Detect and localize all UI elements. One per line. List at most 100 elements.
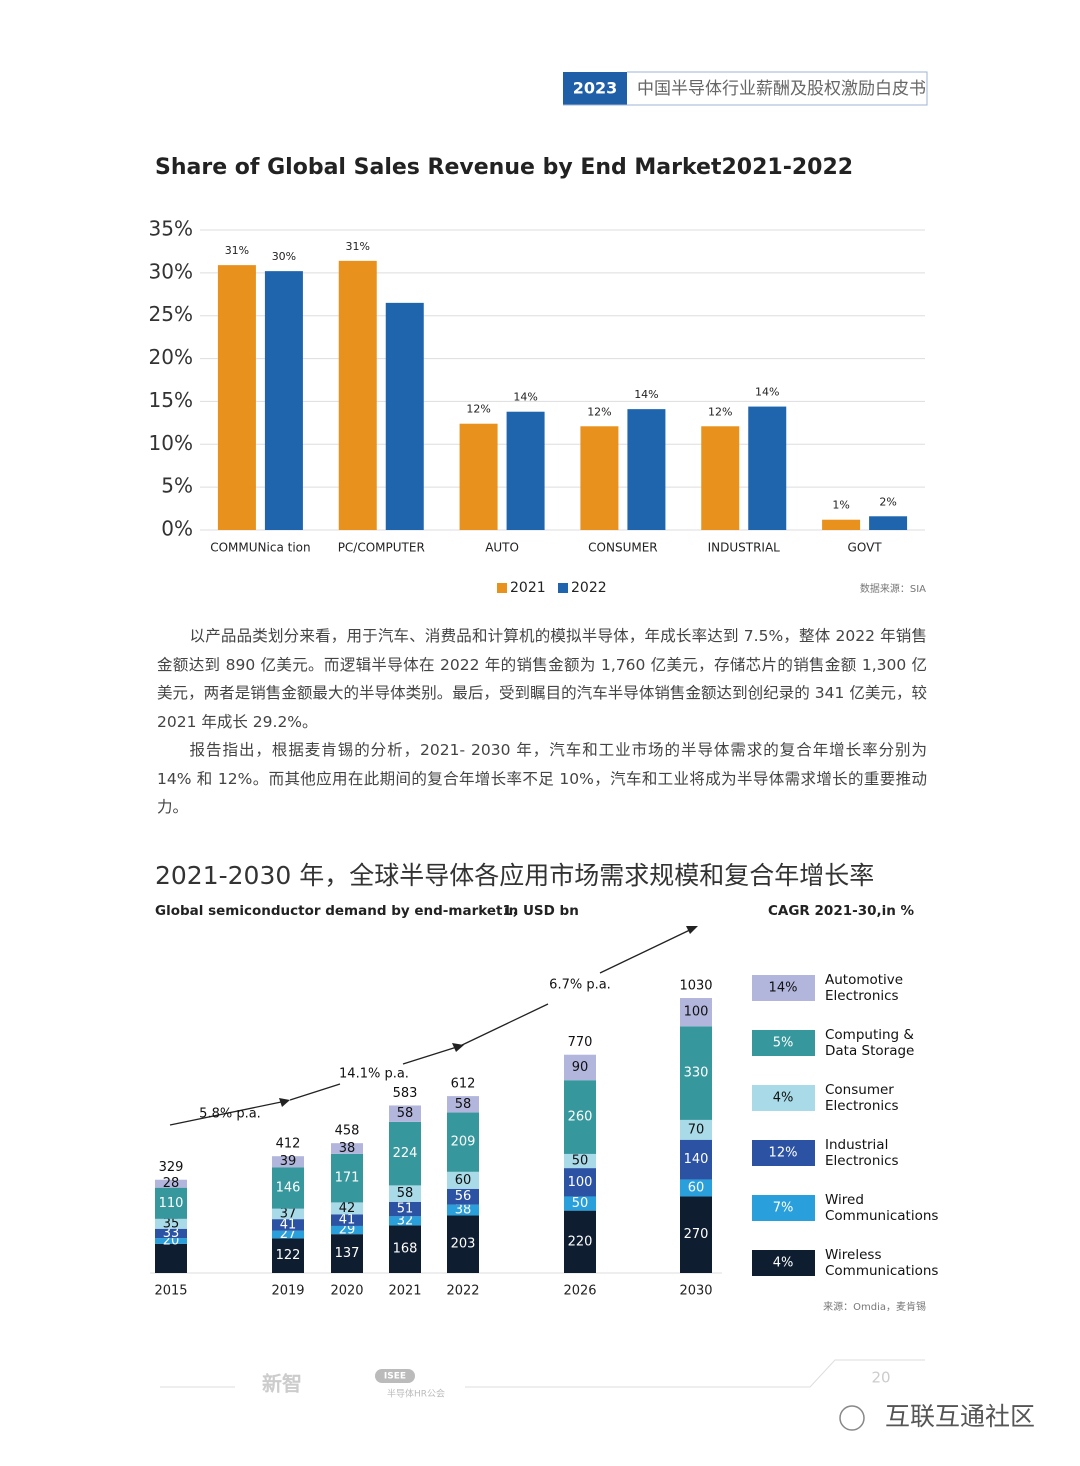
bar-segment bbox=[447, 1112, 479, 1172]
data-label: 12% bbox=[466, 403, 490, 416]
segment-label: 42 bbox=[339, 1201, 356, 1216]
segment-label: 41 bbox=[280, 1217, 297, 1232]
legend-label: Industrial Electronics bbox=[825, 1137, 899, 1169]
bar-segment bbox=[155, 1179, 187, 1188]
bar-segment bbox=[272, 1208, 304, 1220]
x-tick-label: 2020 bbox=[330, 1284, 363, 1299]
bar-segment bbox=[680, 1196, 712, 1273]
bar-segment bbox=[389, 1105, 421, 1122]
page-number: 20 bbox=[871, 1369, 890, 1387]
segment-label: 224 bbox=[393, 1146, 418, 1161]
legend-cagr: 7% bbox=[773, 1201, 794, 1216]
source: 来源：Omdia，麦肯锡 bbox=[823, 1300, 926, 1313]
legend-label: Wireless Communications bbox=[825, 1247, 938, 1279]
legend-label: Consumer Electronics bbox=[825, 1082, 899, 1114]
bar-segment bbox=[155, 1187, 187, 1219]
bar-segment bbox=[564, 1210, 596, 1273]
legend-label: Wired Communications bbox=[825, 1192, 938, 1224]
data-label: 31% bbox=[346, 240, 370, 253]
paragraph: 以产品品类划分来看，用于汽车、消费品和计算机的模拟半导体，年成长率达到 7.5%… bbox=[157, 627, 927, 731]
cagr-annotation: 14.1% p.a. bbox=[339, 1067, 409, 1082]
bar bbox=[264, 271, 303, 530]
bar bbox=[869, 516, 908, 530]
x-tick-label: CONSUMER bbox=[588, 541, 657, 555]
data-label: 14% bbox=[513, 391, 537, 404]
x-tick-label: 2021 bbox=[388, 1284, 421, 1299]
bar-segment bbox=[272, 1230, 304, 1239]
bar-segment bbox=[155, 1238, 187, 1244]
segment-label: 122 bbox=[276, 1248, 301, 1263]
header-year: 2023 bbox=[573, 79, 618, 98]
bar-segment bbox=[447, 1171, 479, 1189]
data-label: 12% bbox=[587, 405, 611, 418]
bar-segment bbox=[447, 1204, 479, 1216]
segment-label: 140 bbox=[684, 1152, 709, 1167]
bar-segment bbox=[680, 1179, 712, 1197]
bar-segment bbox=[447, 1215, 479, 1273]
x-tick-label: 2015 bbox=[154, 1284, 187, 1299]
bar-segment bbox=[389, 1225, 421, 1273]
cagr-annotation: 5.8% p.a. bbox=[199, 1107, 261, 1122]
segment-label: 220 bbox=[568, 1234, 593, 1249]
total-label: 412 bbox=[276, 1137, 301, 1152]
bar-segment bbox=[155, 1218, 187, 1229]
watermark-icon bbox=[839, 1405, 865, 1431]
segment-label: 146 bbox=[276, 1180, 301, 1195]
data-label: 14% bbox=[755, 386, 779, 399]
y-tick-label: 30% bbox=[149, 259, 193, 283]
bar bbox=[506, 411, 545, 530]
bar-segment bbox=[564, 1054, 596, 1081]
header-title: 中国半导体行业薪酬及股权激励白皮书 bbox=[637, 79, 926, 99]
footer-logo-badge bbox=[375, 1369, 415, 1383]
x-tick-label: PC/COMPUTER bbox=[338, 541, 425, 555]
data-label: 12% bbox=[708, 405, 732, 418]
segment-label: 90 bbox=[572, 1060, 589, 1075]
legend-swatch bbox=[752, 1030, 815, 1056]
bar bbox=[385, 302, 424, 530]
legend-cagr: 4% bbox=[773, 1091, 794, 1106]
bar-segment bbox=[680, 998, 712, 1027]
data-label: 14% bbox=[634, 388, 658, 401]
legend-swatch bbox=[558, 583, 568, 593]
arrow-heads bbox=[279, 926, 698, 1107]
bar-segment bbox=[564, 1153, 596, 1169]
x-tick-label: INDUSTRIAL bbox=[708, 541, 781, 555]
legend-swatch bbox=[752, 1085, 815, 1111]
total-label: 770 bbox=[568, 1035, 593, 1050]
x-tick-label: 2022 bbox=[446, 1284, 479, 1299]
source: 数据来源：SIA bbox=[860, 582, 926, 595]
bar-segment bbox=[680, 1026, 712, 1120]
legend-cagr: 14% bbox=[769, 981, 798, 996]
cagr-title: CAGR 2021-30,in % bbox=[768, 903, 915, 919]
bar-segment bbox=[155, 1243, 187, 1273]
segment-label: 110 bbox=[159, 1196, 184, 1211]
watermark: 互联互通社区 bbox=[885, 1402, 1035, 1431]
segment-label: 100 bbox=[684, 1005, 709, 1020]
segment-label: 137 bbox=[335, 1246, 360, 1261]
y-tick-label: 15% bbox=[149, 388, 193, 412]
x-tick-label: 2026 bbox=[563, 1284, 596, 1299]
segment-label: 51 bbox=[397, 1202, 414, 1217]
legend-cagr: 5% bbox=[773, 1036, 794, 1051]
segment-label: 100 bbox=[568, 1175, 593, 1190]
x-tick-label: 2030 bbox=[679, 1284, 712, 1299]
segment-label: 60 bbox=[455, 1173, 472, 1188]
y-tick-label: 20% bbox=[149, 345, 193, 369]
segment-label: 203 bbox=[451, 1237, 476, 1252]
bar bbox=[627, 409, 666, 530]
segment-label: 37 bbox=[280, 1206, 297, 1221]
bar-segment bbox=[564, 1196, 596, 1211]
chart-title: 2021-2030 年，全球半导体各应用市场需求规模和复合年增长率 bbox=[155, 861, 874, 890]
segment-label: 58 bbox=[397, 1106, 414, 1121]
bar-segment bbox=[272, 1219, 304, 1231]
segment-label: 260 bbox=[568, 1110, 593, 1125]
total-label: 329 bbox=[159, 1160, 184, 1175]
legend-cagr: 4% bbox=[773, 1256, 794, 1271]
total-label: 583 bbox=[393, 1086, 418, 1101]
segment-label: 38 bbox=[339, 1141, 356, 1156]
segment-label: 330 bbox=[684, 1066, 709, 1081]
x-tick-label: AUTO bbox=[485, 541, 519, 555]
chart-unit: in USD bn bbox=[504, 903, 579, 919]
bar-segment bbox=[272, 1156, 304, 1168]
